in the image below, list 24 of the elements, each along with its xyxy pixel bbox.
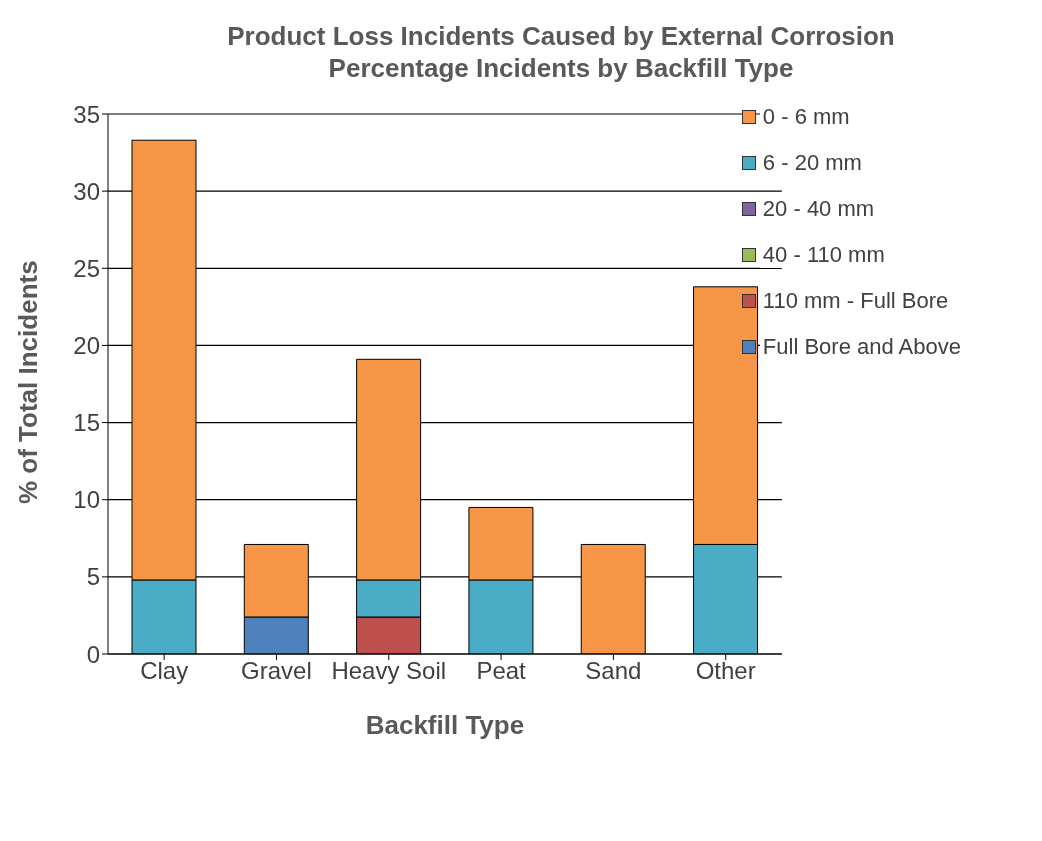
y-tick-label: 5	[86, 563, 100, 591]
y-tick-label: 0	[86, 640, 100, 668]
legend-label: 40 - 110 mm	[759, 242, 888, 268]
legend-label: 0 - 6 mm	[759, 104, 853, 130]
y-tick-label: 30	[73, 177, 100, 205]
y-tick-label: 25	[73, 254, 100, 282]
chart-subtitle: Percentage Incidents by Backfill Type	[327, 52, 795, 84]
legend-label: 110 mm - Full Bore	[759, 288, 952, 314]
legend-label: Full Bore and Above	[759, 334, 964, 360]
x-tick-label: Gravel	[241, 657, 312, 685]
legend-label: 6 - 20 mm	[759, 150, 865, 176]
x-tick-label: Peat	[476, 657, 527, 685]
y-tick-label: 35	[73, 100, 100, 128]
chart-title: Product Loss Incidents Caused by External Corrosion	[226, 20, 896, 52]
y-axis-title: % of Total Incidents	[13, 260, 44, 504]
x-tick-label: Clay	[140, 657, 189, 685]
x-tick-label: Sand	[585, 657, 642, 685]
x-axis-title: Backfill Type	[365, 710, 525, 740]
x-tick-label: Heavy Soil	[331, 657, 447, 685]
legend-label: 20 - 40 mm	[759, 196, 878, 222]
x-tick-label: Other	[695, 657, 756, 685]
y-tick-label: 15	[73, 409, 100, 437]
y-tick-label: 20	[73, 331, 100, 359]
y-tick-label: 10	[73, 486, 100, 514]
